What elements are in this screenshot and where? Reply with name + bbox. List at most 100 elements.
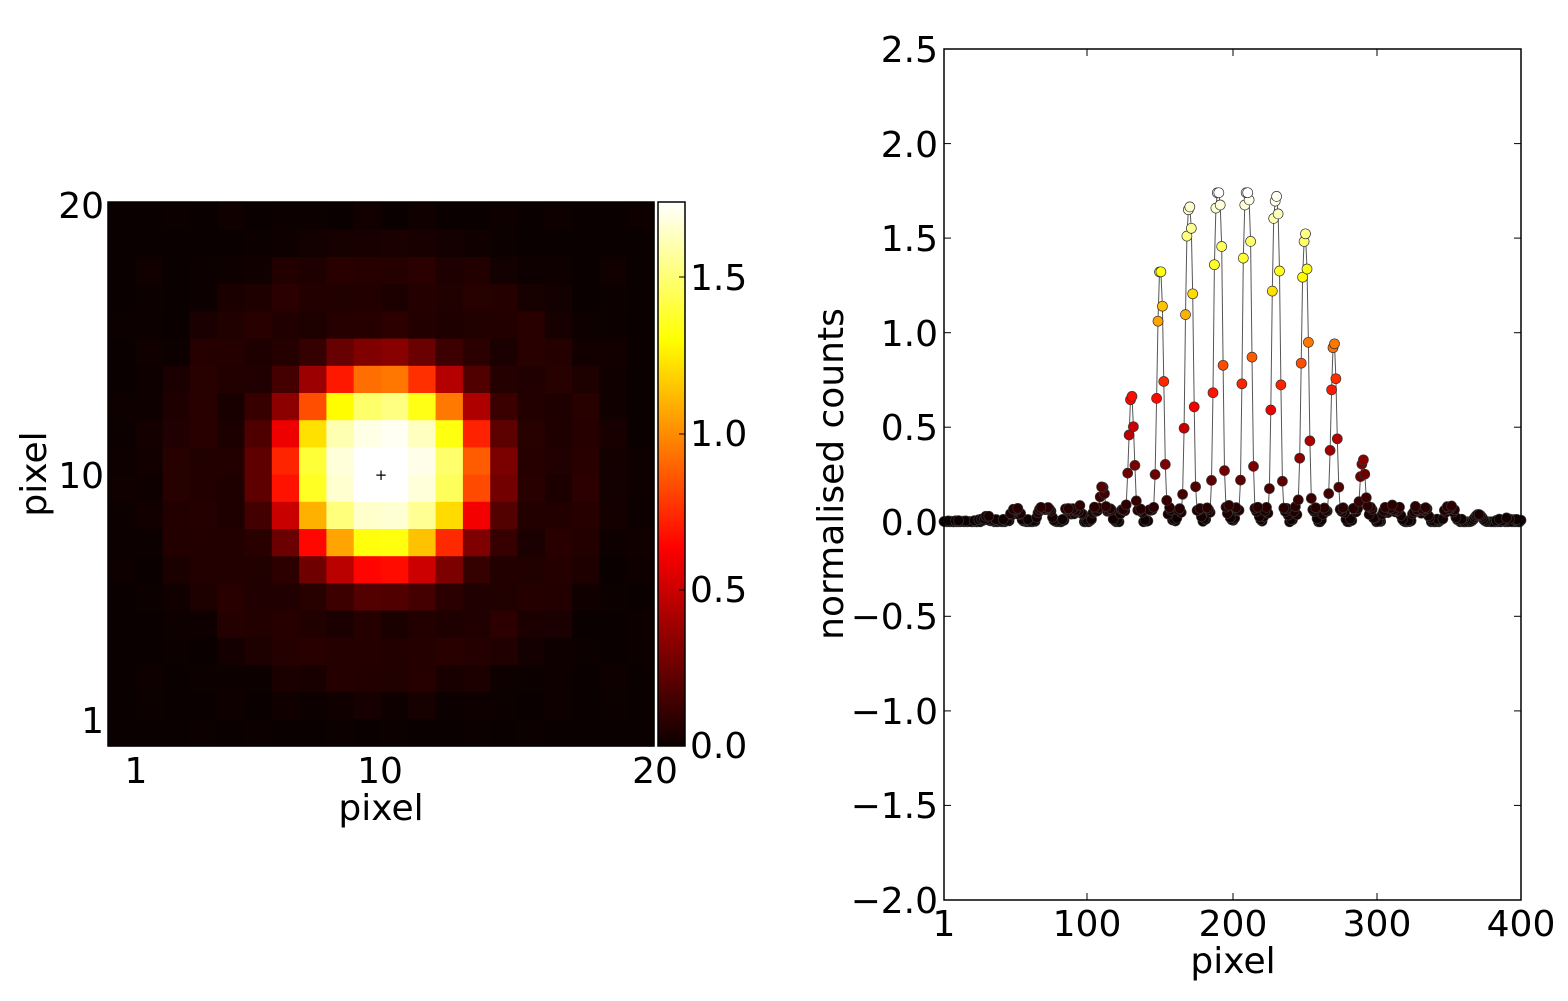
profile-point xyxy=(1264,483,1275,494)
heatmap-cell xyxy=(271,718,300,747)
heatmap-cell xyxy=(408,610,437,638)
heatmap-cell xyxy=(626,718,655,747)
heatmap-cell xyxy=(299,528,327,557)
profile-point xyxy=(1324,445,1336,456)
heatmap-cell xyxy=(162,555,191,584)
heatmap-cell xyxy=(135,637,164,665)
heatmap-cell xyxy=(217,555,246,584)
profile-y-tick-2.0: 2.0 xyxy=(881,125,938,166)
heatmap-cell xyxy=(544,610,573,638)
profile-x-tick-400: 400 xyxy=(1487,904,1556,945)
heatmap-cell xyxy=(326,229,355,257)
heatmap-cell xyxy=(162,392,191,421)
heatmap-cell xyxy=(189,256,218,285)
heatmap-cell xyxy=(162,446,191,475)
profile-x-tick-100: 100 xyxy=(1053,904,1122,945)
heatmap-cell xyxy=(326,446,355,475)
profile-y-tick-2.5: 2.5 xyxy=(881,30,938,71)
profile-point xyxy=(1159,459,1171,470)
heatmap-cell xyxy=(544,637,573,665)
profile-point xyxy=(1206,475,1217,486)
heatmap-cell xyxy=(572,664,600,693)
heatmap-cell xyxy=(572,392,600,421)
heatmap-cell xyxy=(517,202,546,230)
heatmap-cell xyxy=(572,637,600,665)
heatmap-cell xyxy=(353,637,382,665)
heatmap-cell xyxy=(599,283,628,312)
heatmap-cell xyxy=(353,446,382,475)
heatmap-cell xyxy=(353,338,382,366)
heatmap-cell xyxy=(490,229,519,257)
heatmap-cell xyxy=(381,582,409,611)
heatmap-cell xyxy=(244,610,273,638)
heatmap-cell xyxy=(435,229,464,257)
heatmap-cell xyxy=(217,474,246,502)
heatmap-cell xyxy=(189,419,218,448)
heatmap-cell xyxy=(353,419,382,448)
heatmap-cell xyxy=(299,392,327,421)
heatmap-cell xyxy=(435,501,464,529)
profile-point xyxy=(1310,502,1322,514)
heatmap-cell xyxy=(299,501,327,529)
heatmap-cell xyxy=(108,528,136,557)
heatmap-cell xyxy=(353,691,382,720)
heatmap-cell xyxy=(435,610,464,638)
heatmap-cell xyxy=(244,501,273,529)
heatmap-cell xyxy=(408,718,437,747)
profile-point xyxy=(1174,503,1186,514)
heatmap-cell xyxy=(572,338,600,366)
heatmap-cell xyxy=(299,229,327,257)
heatmap-cell xyxy=(244,691,273,720)
heatmap-cell xyxy=(326,310,355,339)
heatmap-cell xyxy=(271,555,300,584)
heatmap-cell xyxy=(244,474,273,502)
heatmap-cell xyxy=(381,229,409,257)
heatmap-cell xyxy=(299,582,327,611)
heatmap-cell xyxy=(353,310,382,339)
heatmap-cell xyxy=(217,718,246,747)
heatmap-cell xyxy=(271,310,300,339)
profile-point xyxy=(1201,502,1213,514)
heatmap-cell xyxy=(244,528,273,557)
heatmap-cell xyxy=(381,637,409,665)
heatmap-cell xyxy=(462,446,491,475)
heatmap-cell xyxy=(162,419,191,448)
heatmap-cell xyxy=(626,582,655,611)
heatmap-cell xyxy=(108,555,136,584)
heatmap-cell xyxy=(189,664,218,693)
profile-point xyxy=(1473,509,1485,520)
heatmap-cell xyxy=(599,202,628,230)
heatmap-cell xyxy=(490,582,519,611)
heatmap-cell xyxy=(299,365,327,393)
heatmap-cell xyxy=(162,664,191,693)
profile-points xyxy=(938,187,1527,528)
heatmap-cell xyxy=(135,310,164,339)
heatmap-cell xyxy=(326,582,355,611)
heatmap-cell xyxy=(353,474,382,502)
heatmap-cell xyxy=(490,446,519,475)
heatmap-cell xyxy=(217,691,246,720)
heatmap-cell xyxy=(462,283,491,312)
heatmap-cell xyxy=(244,392,273,421)
heatmap-cell xyxy=(490,202,519,230)
profile-point xyxy=(1359,468,1371,480)
heatmap-cell xyxy=(244,310,273,339)
heatmap-cell xyxy=(189,528,218,557)
heatmap-cell xyxy=(544,365,573,393)
heatmap-cell xyxy=(162,365,191,393)
heatmap-cell xyxy=(462,256,491,285)
heatmap-cell xyxy=(462,555,491,584)
profile-point xyxy=(1128,421,1139,433)
heatmap-cell xyxy=(408,310,437,339)
heatmap-cell xyxy=(544,419,573,448)
heatmap-cell xyxy=(299,718,327,747)
profile-y-tick-neg2.0: −2.0 xyxy=(851,881,938,922)
heatmap-cell xyxy=(381,610,409,638)
heatmap-cell xyxy=(435,446,464,475)
profile-x-tick-1: 1 xyxy=(933,904,956,945)
heatmap-cell xyxy=(326,283,355,312)
profile-panel: 1 100 200 300 400 −2.0 −1.5 −1.0 −0.5 0.… xyxy=(811,30,1555,982)
heatmap-cell xyxy=(135,555,164,584)
heatmap-cell xyxy=(135,610,164,638)
profile-point xyxy=(1337,502,1349,514)
